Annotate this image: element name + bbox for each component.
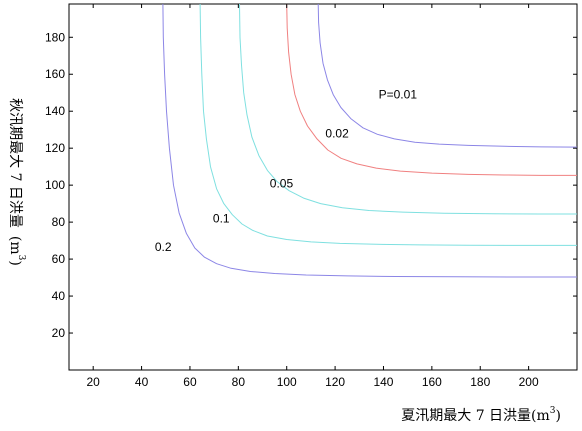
contour-label: 0.1 <box>213 211 230 225</box>
svg-text:秋汛期最大 7 日洪量(m3): 秋汛期最大 7 日洪量(m3) <box>7 98 27 266</box>
y-tick-label: 160 <box>45 67 65 81</box>
x-tick-label: 80 <box>232 375 246 389</box>
plot-area <box>68 3 578 371</box>
contour-line-2 <box>199 3 577 246</box>
x-tick-label: 140 <box>373 375 393 389</box>
x-axis-title: 夏汛期最大 7 日洪量(m3) <box>401 406 561 424</box>
y-tick-label: 40 <box>52 289 66 303</box>
contour-line-4 <box>286 3 577 176</box>
contour-label: 0.2 <box>155 240 172 254</box>
contour-label: 0.05 <box>270 176 294 190</box>
contour-label: 0.02 <box>325 126 349 140</box>
y-tick-label: 100 <box>45 178 65 192</box>
y-tick-label: 80 <box>52 215 66 229</box>
contour-line-3 <box>239 3 577 215</box>
y-tick-label: 180 <box>45 30 65 44</box>
series-layer <box>162 3 578 278</box>
x-tick-label: 180 <box>470 375 490 389</box>
y-axis-title: 秋汛期最大 7 日洪量(m3) <box>7 98 27 266</box>
x-tick-label: 40 <box>135 375 149 389</box>
x-tick-label: 160 <box>422 375 442 389</box>
x-tick-label: 20 <box>87 375 101 389</box>
y-tick-label: 20 <box>52 326 66 340</box>
y-tick-label: 60 <box>52 252 66 266</box>
y-ticks: 20 40 60 80 100 120 140 160 180 <box>45 30 577 340</box>
contour-label: P=0.01 <box>379 88 418 102</box>
x-tick-label: 60 <box>183 375 197 389</box>
x-ticks: 20 40 60 80 100 120 140 160 180 200 <box>87 4 539 389</box>
x-tick-label: 120 <box>325 375 345 389</box>
x-tick-label: 200 <box>519 375 539 389</box>
x-tick-label: 100 <box>277 375 297 389</box>
contour-line-1 <box>162 3 577 278</box>
contour-line-5 <box>317 3 578 148</box>
y-tick-label: 120 <box>45 141 65 155</box>
contour-labels: 0.2 0.1 0.05 0.02 P=0.01 <box>155 88 417 255</box>
y-tick-label: 140 <box>45 104 65 118</box>
